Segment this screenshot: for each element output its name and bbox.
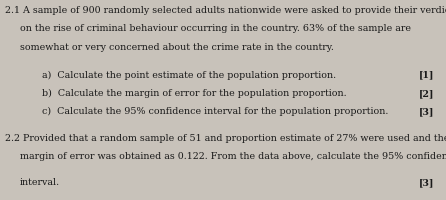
Text: c)  Calculate the 95% confidence interval for the population proportion.: c) Calculate the 95% confidence interval…: [42, 107, 389, 116]
Text: [1]: [1]: [419, 70, 435, 79]
Text: interval.: interval.: [20, 178, 60, 187]
Text: 2.2 Provided that a random sample of 51 and proportion estimate of 27% were used: 2.2 Provided that a random sample of 51 …: [5, 134, 446, 143]
Text: [3]: [3]: [419, 107, 435, 116]
Text: [2]: [2]: [419, 89, 435, 98]
Text: b)  Calculate the margin of error for the population proportion.: b) Calculate the margin of error for the…: [42, 89, 347, 98]
Text: [3]: [3]: [419, 178, 435, 187]
Text: 2.1 A sample of 900 randomly selected adults nationwide were asked to provide th: 2.1 A sample of 900 randomly selected ad…: [5, 6, 446, 15]
Text: a)  Calculate the point estimate of the population proportion.: a) Calculate the point estimate of the p…: [42, 70, 336, 80]
Text: margin of error was obtained as 0.122. From the data above, calculate the 95% co: margin of error was obtained as 0.122. F…: [20, 152, 446, 161]
Text: somewhat or very concerned about the crime rate in the country.: somewhat or very concerned about the cri…: [20, 43, 334, 52]
Text: on the rise of criminal behaviour occurring in the country. 63% of the sample ar: on the rise of criminal behaviour occurr…: [20, 24, 411, 33]
